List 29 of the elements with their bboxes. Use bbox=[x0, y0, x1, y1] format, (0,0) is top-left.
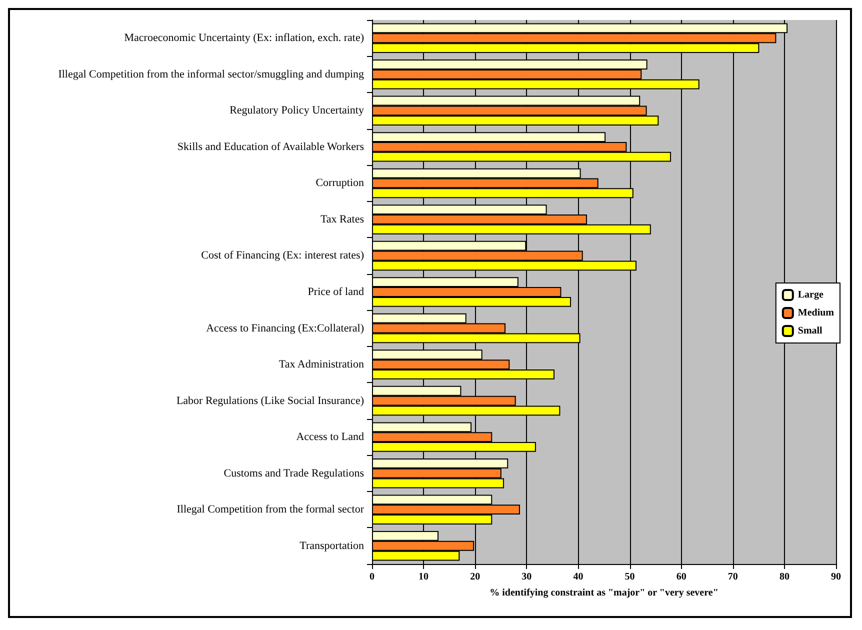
x-tick-label: 50 bbox=[624, 572, 635, 582]
x-tick-label: 90 bbox=[831, 572, 841, 582]
y-tick-label: Access to Land bbox=[296, 431, 364, 444]
x-tick-label: 20 bbox=[470, 572, 480, 582]
y-tick-label: Tax Administration bbox=[278, 358, 364, 371]
y-tick-label: Labor Regulations (Like Social Insurance) bbox=[176, 394, 364, 407]
y-tick-label: Access to Financing (Ex:Collateral) bbox=[206, 322, 364, 334]
y-tick-label: Illegal Competition from the formal sector bbox=[176, 504, 364, 516]
x-axis-title: % identifying constraint as "major" or "very severe" bbox=[490, 588, 718, 598]
y-tick-label: Corruption bbox=[316, 177, 364, 190]
legend-label: Large bbox=[798, 290, 824, 300]
y-tick-label: Skills and Education of Available Workers bbox=[177, 140, 364, 153]
x-tick-label: 80 bbox=[779, 572, 790, 582]
y-tick-label: Price of land bbox=[308, 286, 364, 298]
x-tick-label: 10 bbox=[418, 572, 429, 582]
y-tick-label: Tax Rates bbox=[320, 213, 364, 226]
x-tick-label: 40 bbox=[573, 572, 584, 582]
y-tick-label: Regulatory Policy Uncertainty bbox=[230, 104, 364, 117]
x-tick-label: 30 bbox=[522, 572, 532, 582]
y-tick-label: Transportation bbox=[300, 540, 364, 552]
y-tick-label: Macroeconomic Uncertainty (Ex: inflation, exch. rate) bbox=[124, 32, 364, 44]
legend-label: Small bbox=[798, 326, 823, 336]
y-tick-label: Customs and Trade Regulations bbox=[224, 467, 364, 480]
legend-label: Medium bbox=[798, 308, 835, 318]
y-tick-label: Cost of Financing (Ex: interest rates) bbox=[201, 250, 364, 262]
x-tick-label: 70 bbox=[728, 572, 738, 582]
x-tick-label: 0 bbox=[370, 572, 374, 582]
y-tick-label: Illegal Competition from the informal sector/smuggling and dumping bbox=[58, 68, 364, 80]
x-tick-label: 60 bbox=[676, 572, 686, 582]
